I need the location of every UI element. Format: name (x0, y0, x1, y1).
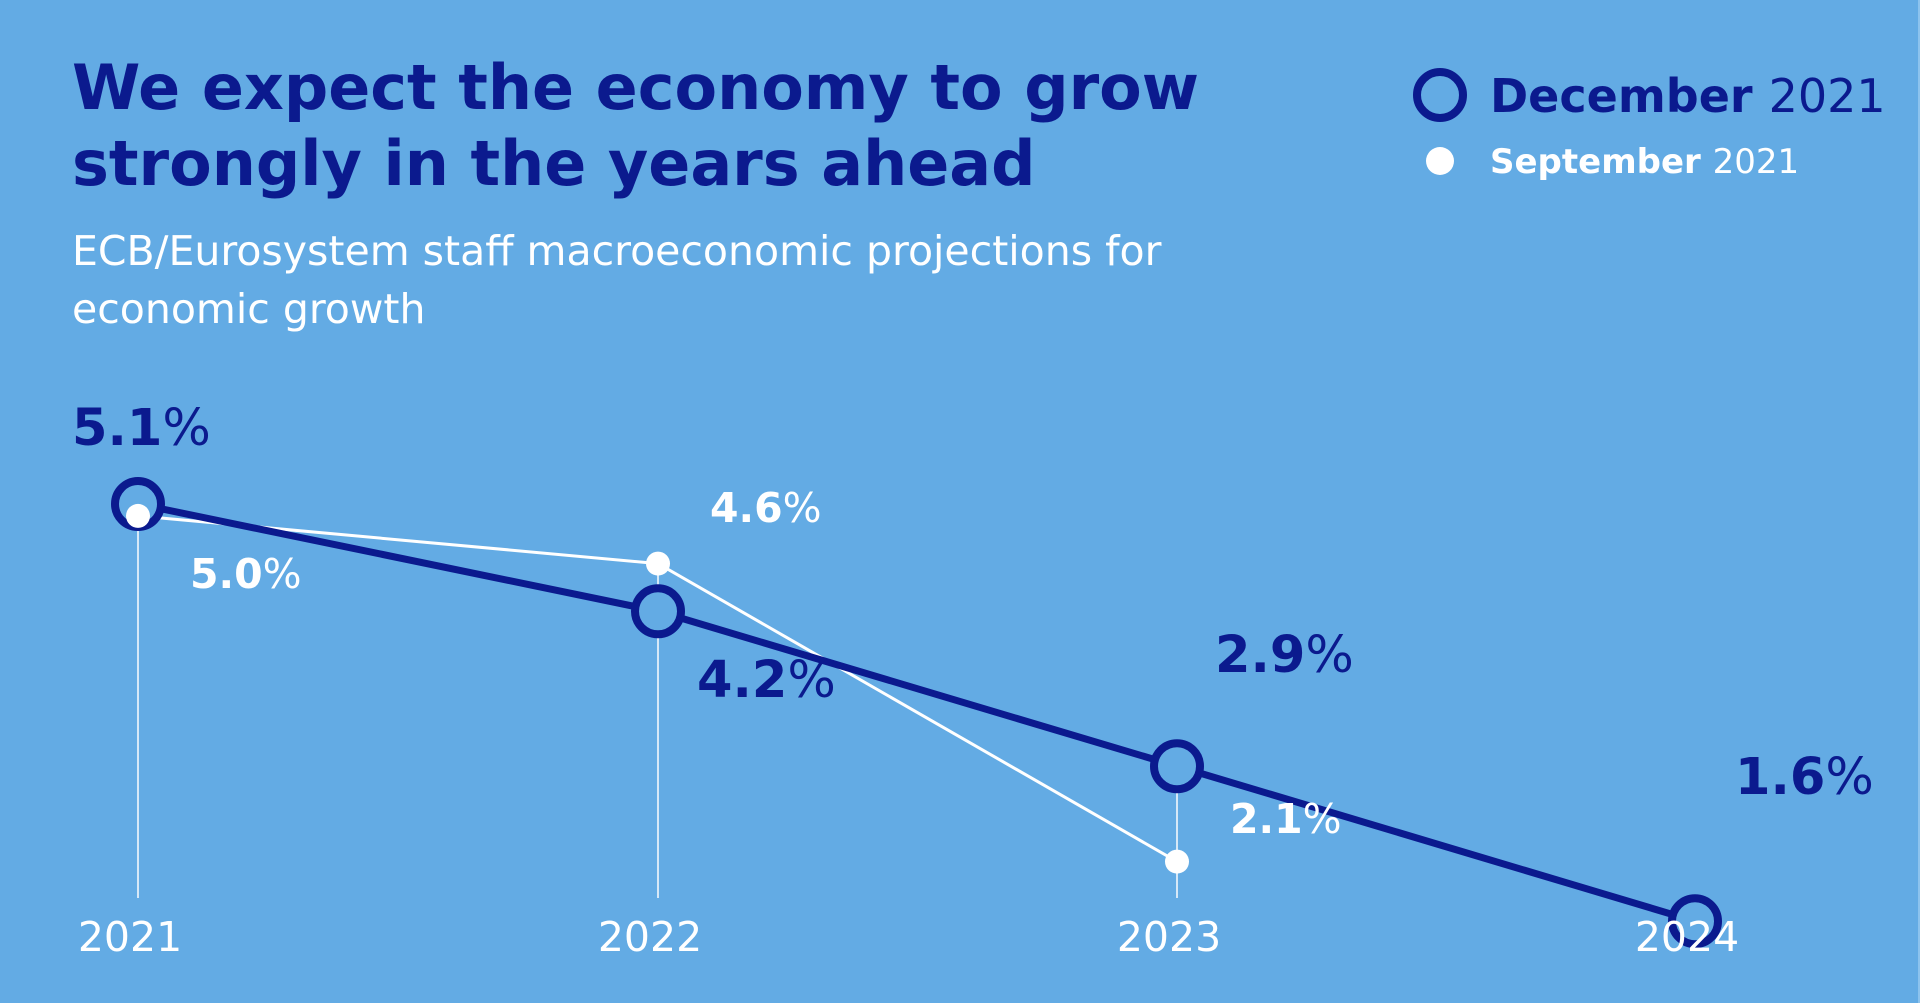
marker-december-2024 (1668, 894, 1722, 949)
x-tick-label-2021: 2021 (78, 913, 182, 961)
x-tick-label-2023: 2023 (1117, 913, 1221, 961)
chart-title: We expect the economy to grow strongly i… (72, 51, 1200, 200)
marker-december-2023 (1150, 739, 1204, 794)
data-label-september-2022: 4.6% (710, 484, 822, 532)
legend-label-september-2021: September 2021 (1490, 142, 1799, 182)
x-tick-label-2024: 2024 (1635, 913, 1739, 961)
marker-september-2021 (126, 503, 150, 528)
data-label-december-2023: 2.9% (1215, 626, 1354, 685)
x-tick-label-2022: 2022 (598, 913, 702, 961)
data-label-september-2023: 2.1% (1230, 795, 1342, 843)
data-label-december-2022: 4.2% (697, 651, 836, 710)
legend-marker-september-2021 (1426, 147, 1454, 175)
chart-subtitle: ECB/Eurosystem staff macroeconomic proje… (72, 227, 1162, 333)
legend-marker-december-2021 (1413, 68, 1467, 122)
data-label-december-2021: 5.1% (72, 399, 211, 458)
marker-september-2022 (646, 551, 670, 576)
marker-september-2023 (1165, 849, 1189, 874)
legend-label-december-2021: December 2021 (1490, 69, 1886, 123)
series-line-december-2021 (137, 500, 1697, 925)
data-label-december-2024: 1.6% (1735, 748, 1874, 807)
marker-december-2022 (631, 584, 685, 639)
data-label-september-2021: 5.0% (190, 550, 302, 598)
